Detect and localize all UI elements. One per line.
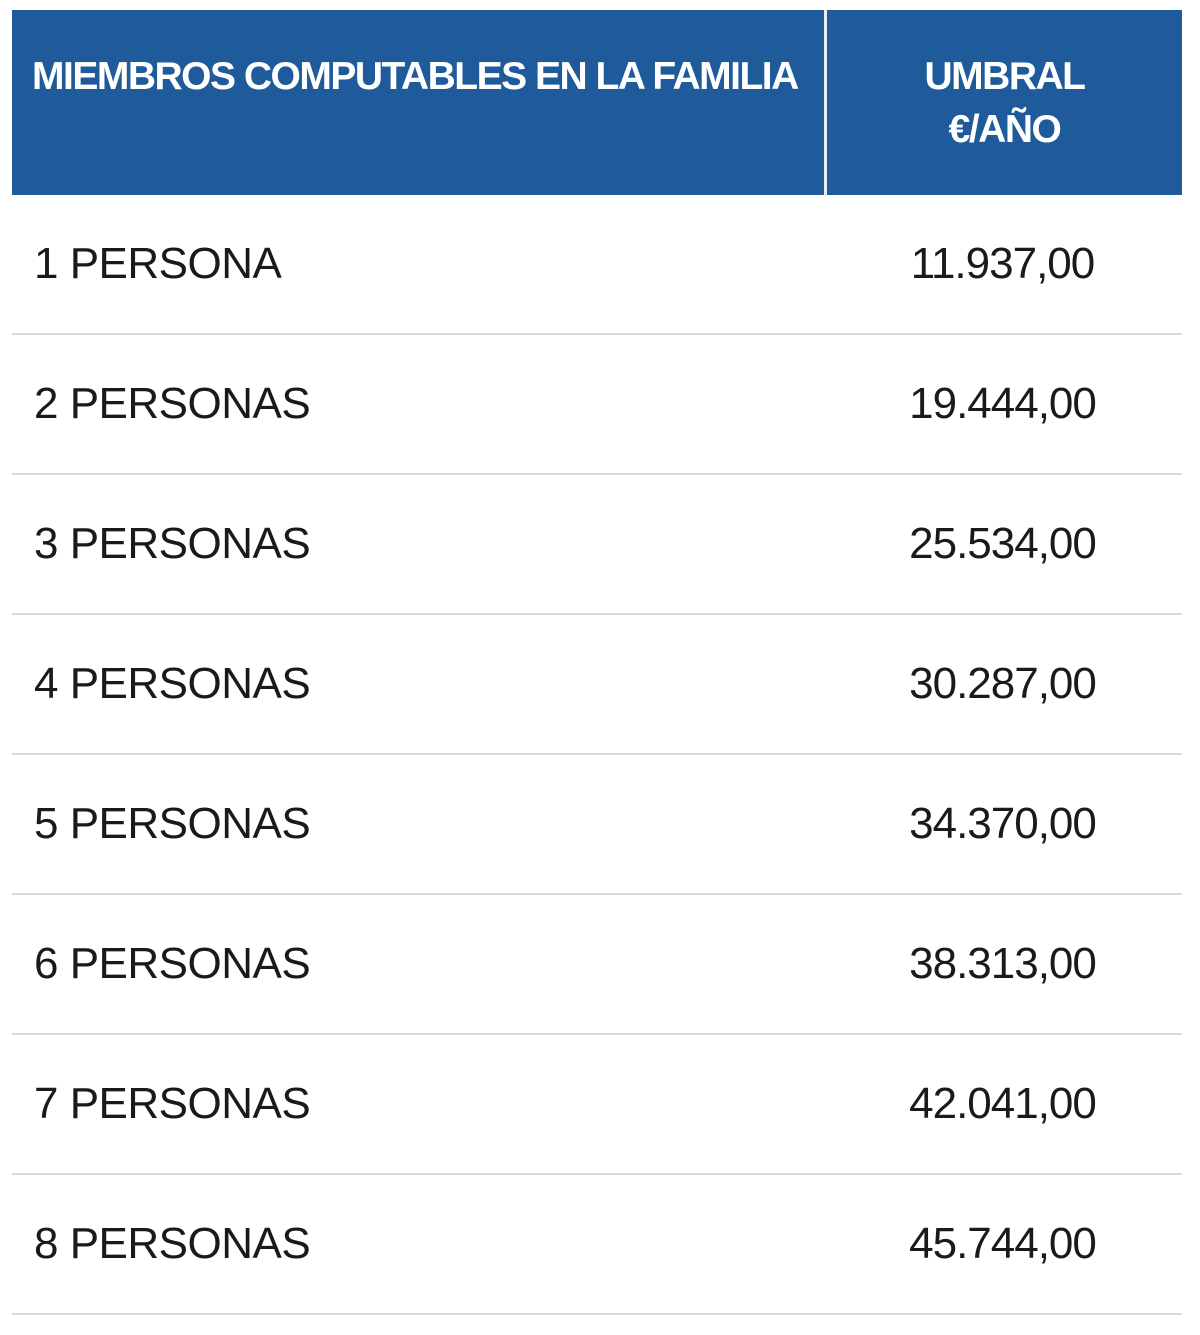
- table-row: 6 PERSONAS 38.313,00: [12, 895, 1182, 1035]
- row-value: 25.534,00: [909, 519, 1097, 568]
- row-label: 5 PERSONAS: [34, 799, 311, 848]
- row-label: 4 PERSONAS: [34, 659, 311, 708]
- table-row: 3 PERSONAS 25.534,00: [12, 475, 1182, 615]
- header-threshold-line1: UMBRAL: [924, 55, 1086, 98]
- row-label: 8 PERSONAS: [34, 1219, 311, 1268]
- row-value: 34.370,00: [909, 799, 1097, 848]
- header-threshold: UMBRAL €/AÑO: [827, 10, 1182, 195]
- header-threshold-line2: €/AÑO: [948, 108, 1062, 151]
- table-row: 5 PERSONAS 34.370,00: [12, 755, 1182, 895]
- row-value: 45.744,00: [909, 1219, 1097, 1268]
- row-value: 19.444,00: [909, 379, 1097, 428]
- row-label: 1 PERSONA: [34, 239, 282, 288]
- table-row: 2 PERSONAS 19.444,00: [12, 335, 1182, 475]
- header-members: MIEMBROS COMPUTABLES EN LA FAMILIA: [12, 10, 827, 195]
- row-value: 38.313,00: [909, 939, 1097, 988]
- table-row: 1 PERSONA 11.937,00: [12, 195, 1182, 335]
- table-row: 8 PERSONAS 45.744,00: [12, 1175, 1182, 1315]
- row-label: 2 PERSONAS: [34, 379, 311, 428]
- row-label: 7 PERSONAS: [34, 1079, 311, 1128]
- table-row: 7 PERSONAS 42.041,00: [12, 1035, 1182, 1175]
- row-value: 42.041,00: [909, 1079, 1097, 1128]
- table-header: MIEMBROS COMPUTABLES EN LA FAMILIA UMBRA…: [12, 10, 1182, 195]
- row-label: 3 PERSONAS: [34, 519, 311, 568]
- income-threshold-table: MIEMBROS COMPUTABLES EN LA FAMILIA UMBRA…: [12, 10, 1182, 1315]
- row-value: 30.287,00: [909, 659, 1097, 708]
- row-label: 6 PERSONAS: [34, 939, 311, 988]
- row-value: 11.937,00: [910, 239, 1095, 288]
- table-row: 4 PERSONAS 30.287,00: [12, 615, 1182, 755]
